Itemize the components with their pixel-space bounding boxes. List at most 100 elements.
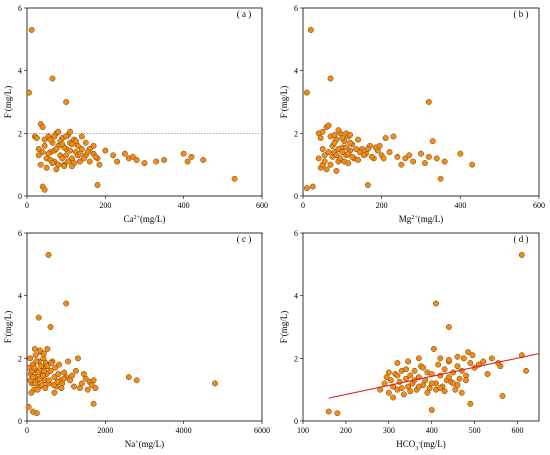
data-point [353, 146, 360, 152]
data-point [184, 158, 191, 165]
data-point [133, 157, 140, 163]
chart-panel-d: 100 200 300 400 500 600 0 2 4 6 ( d ) HCO3-(mg/L) F-… [279, 229, 540, 452]
data-point [405, 358, 412, 365]
data-point [39, 124, 46, 131]
data-point [55, 128, 62, 135]
data-point [429, 138, 436, 145]
data-point [357, 149, 363, 156]
data-point [465, 349, 472, 356]
data-point [411, 367, 418, 374]
data-point [394, 153, 401, 160]
data-point [35, 146, 42, 152]
data-point [361, 152, 367, 159]
data-point [317, 135, 324, 141]
data-point [33, 135, 40, 141]
data-point [28, 26, 35, 33]
data-point [231, 175, 238, 182]
data-point [45, 251, 52, 258]
data-point [454, 382, 461, 388]
data-point [50, 382, 57, 388]
panel-label: ( c ) [237, 234, 252, 244]
data-point [65, 158, 72, 165]
data-point [456, 375, 463, 382]
data-point [390, 394, 397, 401]
data-point [523, 367, 530, 374]
data-point [402, 155, 409, 162]
data-point [45, 150, 52, 157]
data-point [161, 157, 168, 163]
x-tick-label: 600 [533, 201, 545, 210]
data-point [380, 155, 387, 162]
data-point [386, 149, 393, 156]
data-point [469, 352, 476, 359]
data-point [41, 142, 48, 149]
data-point [337, 155, 344, 162]
data-point [325, 149, 332, 156]
data-point [345, 160, 352, 167]
data-point [59, 155, 66, 162]
chart-panel-a: 0 200 400 600 0 2 4 6 ( a ) Ca2+(mg/L) F-(mg/L) [3, 4, 268, 224]
data-point [441, 366, 448, 373]
x-tick-label: 300 [383, 426, 395, 435]
data-point [410, 158, 417, 165]
data-point [67, 128, 74, 135]
data-point [45, 377, 52, 384]
data-point [63, 99, 70, 105]
data-point [418, 150, 424, 157]
y-tick-label: 6 [18, 229, 22, 238]
data-point [39, 149, 46, 156]
y-tick-label: 4 [18, 67, 22, 76]
data-point [327, 75, 334, 82]
data-point [35, 152, 42, 159]
data-point [437, 175, 444, 182]
data-point [102, 147, 109, 154]
panel-label: ( b ) [514, 9, 529, 19]
data-point [415, 383, 422, 390]
plot-frame [302, 7, 540, 197]
data-point [41, 186, 48, 193]
data-point [407, 388, 414, 395]
data-point [321, 152, 328, 159]
data-point [398, 161, 405, 168]
x-tick-label: 100 [297, 426, 309, 435]
data-point [333, 167, 340, 174]
data-point [25, 403, 32, 410]
data-point [327, 161, 334, 168]
data-point [364, 146, 371, 152]
data-point [69, 141, 75, 148]
data-point [188, 153, 195, 160]
data-point [125, 374, 132, 381]
data-point [78, 133, 85, 140]
data-point [37, 161, 44, 168]
data-point [368, 153, 375, 160]
data-point [433, 300, 439, 307]
plot-frame [26, 232, 263, 422]
plot-frame [302, 232, 540, 422]
data-point [30, 374, 37, 381]
data-point [51, 133, 58, 140]
y-tick-label: 6 [18, 4, 22, 13]
x-tick-label: 0 [25, 426, 29, 435]
data-point [141, 160, 148, 167]
data-point [49, 160, 56, 167]
data-point [480, 358, 487, 365]
panel-label: ( a ) [237, 9, 252, 19]
x-tick-label: 2000 [97, 426, 113, 435]
data-point [315, 155, 322, 162]
y-tick-label: 0 [294, 417, 298, 426]
data-point [41, 136, 48, 143]
y-tick-label: 0 [18, 417, 22, 426]
data-point [133, 377, 140, 384]
y-tick-label: 6 [294, 4, 298, 13]
x-tick-label: 400 [454, 201, 466, 210]
data-point [385, 389, 392, 396]
data-point [349, 153, 356, 160]
data-point [53, 146, 60, 152]
x-tick-label: 400 [426, 426, 438, 435]
chart-panel-c: 0 2000 4000 6000 0 2 4 6 ( c ) Na+(mg/L) F-(mg/L) [3, 229, 270, 449]
data-point [403, 366, 409, 373]
data-point [28, 389, 35, 396]
data-point [364, 182, 371, 188]
data-point [307, 26, 314, 33]
data-point [90, 142, 97, 149]
